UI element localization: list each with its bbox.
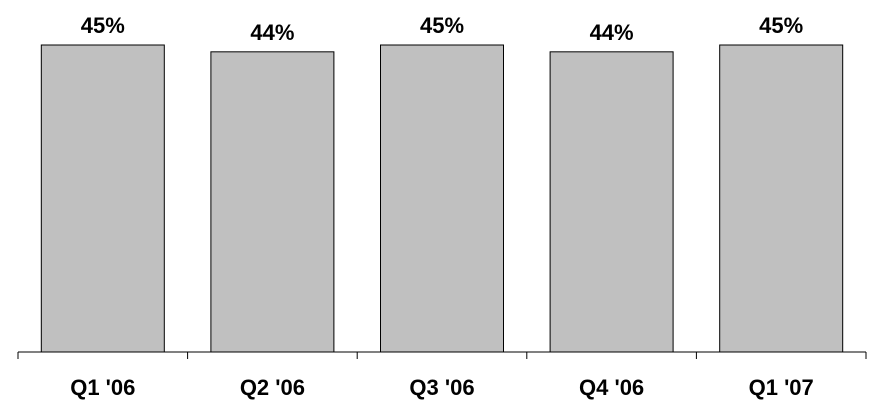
data-label-5: 45% (759, 13, 803, 38)
data-labels: 45% 44% 45% 44% 45% (81, 13, 803, 45)
bars-layer (40, 44, 844, 353)
data-label-4: 44% (590, 20, 634, 45)
data-label-3: 45% (420, 13, 464, 38)
data-label-2: 44% (250, 20, 294, 45)
bar-4 (549, 51, 674, 353)
bar-2 (210, 51, 335, 353)
bar-3 (380, 44, 504, 353)
category-label-5: Q1 '07 (749, 375, 814, 400)
category-label-2: Q2 '06 (240, 375, 305, 400)
bar-1 (40, 44, 165, 353)
category-label-4: Q4 '06 (579, 375, 644, 400)
data-label-1: 45% (81, 13, 125, 38)
bar-5 (719, 44, 844, 353)
x-axis-ticks (17, 352, 867, 359)
category-labels: Q1 '06 Q2 '06 Q3 '06 Q4 '06 Q1 '07 (70, 375, 814, 400)
category-label-3: Q3 '06 (409, 375, 474, 400)
category-label-1: Q1 '06 (70, 375, 135, 400)
